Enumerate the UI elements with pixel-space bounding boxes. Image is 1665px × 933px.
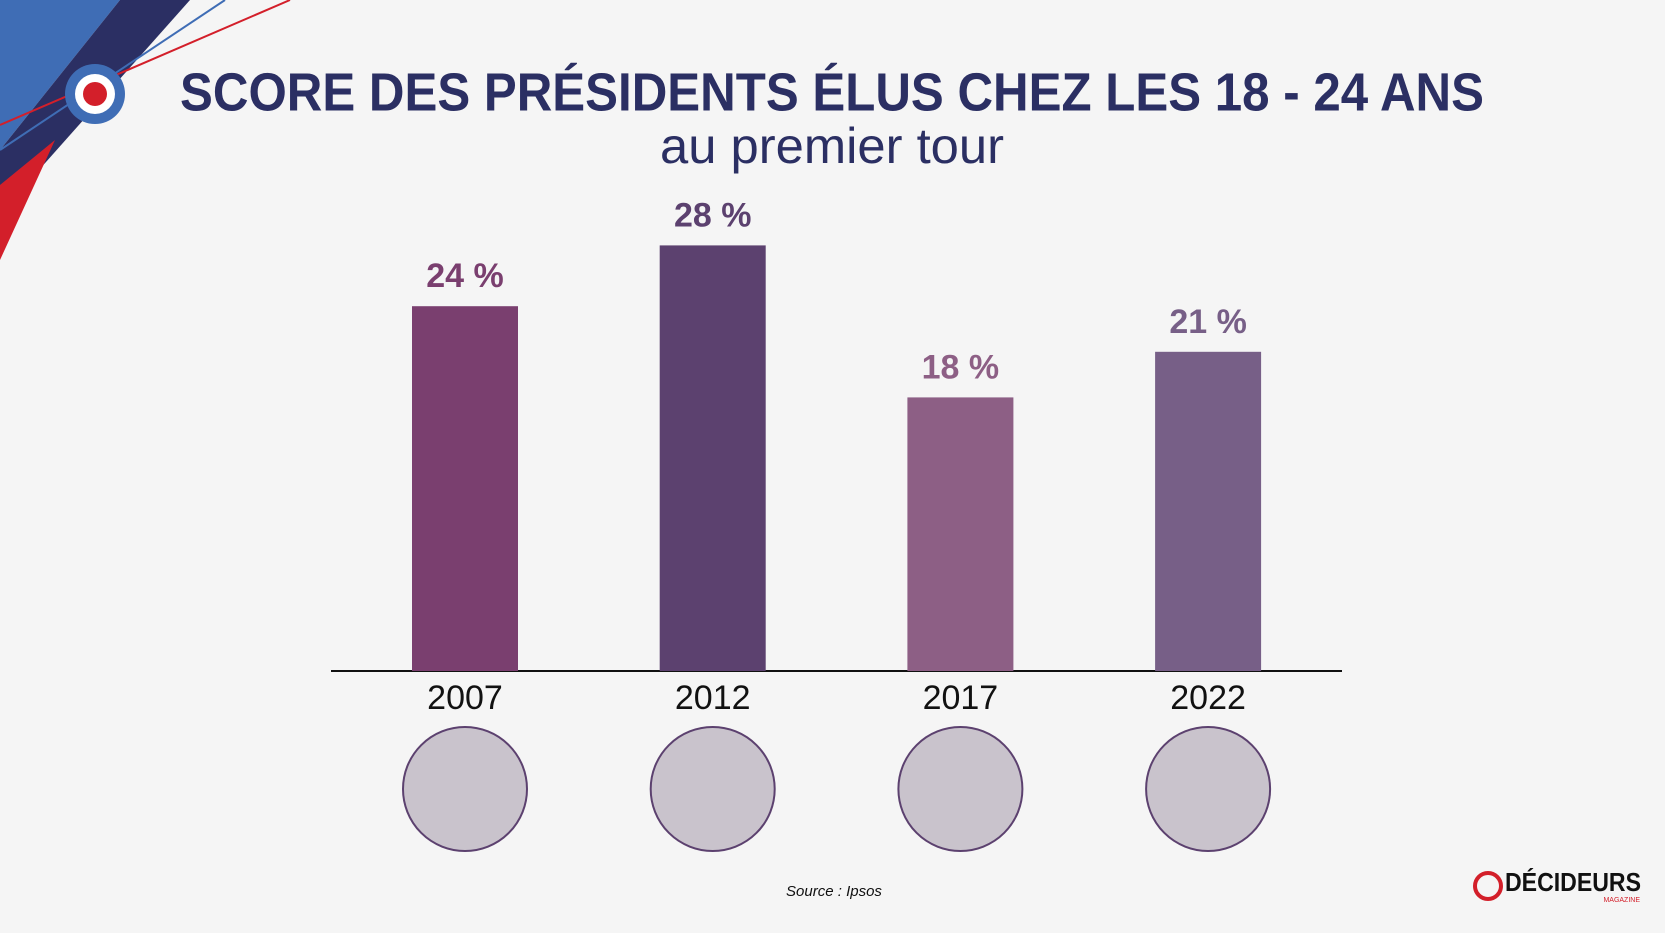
source: Source : Ipsos (786, 883, 882, 900)
logo-sub: MAGAZINE (1603, 897, 1640, 904)
x-tick-label: 2007 (427, 679, 503, 717)
tricolor-decoration (0, 0, 291, 260)
bar (1155, 351, 1262, 671)
portrait (897, 726, 1024, 852)
chart-subtitle: au premier tour (660, 118, 1004, 174)
bar (412, 306, 518, 671)
value-label: 21 % (1169, 303, 1247, 341)
portrait (649, 726, 776, 852)
portrait (402, 726, 528, 852)
logo-name: DÉCIDEURS (1505, 867, 1641, 897)
x-tick-label: 2022 (1170, 679, 1246, 717)
value-label: 28 % (674, 196, 752, 234)
bar (659, 245, 766, 671)
value-label: 24 % (426, 257, 504, 295)
logo-icon (1473, 871, 1503, 901)
portrait (1145, 726, 1272, 852)
chart-title: SCORE DES PRÉSIDENTS ÉLUS CHEZ LES 18 - … (180, 62, 1484, 122)
x-tick-label: 2012 (675, 679, 751, 717)
logo: DÉCIDEURS MAGAZINE (1473, 867, 1641, 904)
x-tick-label: 2017 (923, 679, 999, 717)
value-label: 18 % (922, 348, 1000, 386)
bar (907, 397, 1014, 671)
